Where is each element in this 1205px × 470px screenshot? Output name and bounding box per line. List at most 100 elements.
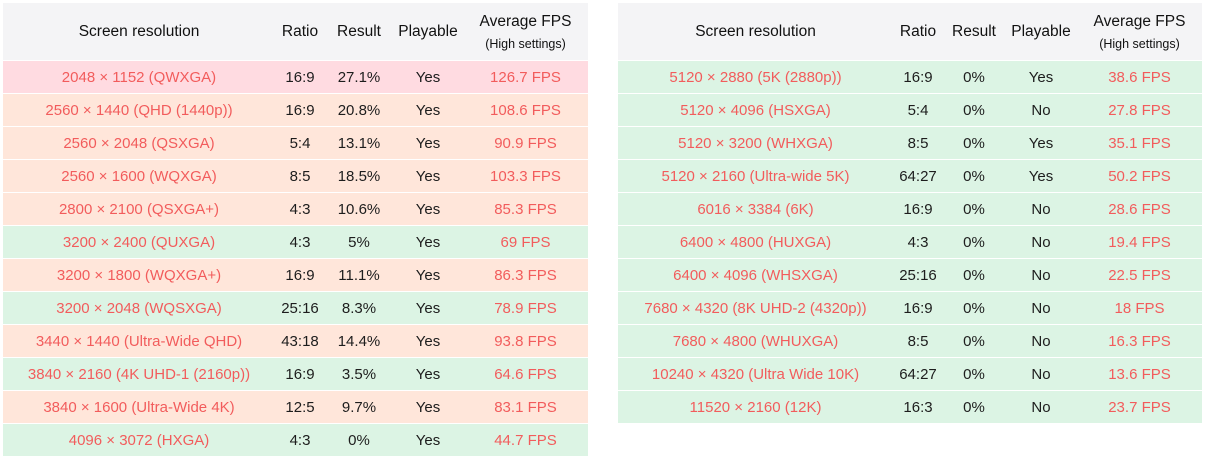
cell-average-fps: 78.9 FPS: [463, 291, 588, 325]
cell-result: 20.8%: [325, 93, 393, 127]
cell-resolution: 7680 × 4320 (8K UHD-2 (4320p)): [618, 291, 893, 325]
cell-ratio: 4:3: [275, 225, 325, 259]
cell-ratio: 64:27: [893, 357, 943, 391]
cell-ratio: 16:9: [275, 93, 325, 127]
cell-ratio: 16:9: [893, 60, 943, 94]
table-row: 2560 × 1440 (QHD (1440p)) 16:9 20.8% Yes 108…: [3, 93, 588, 127]
cell-playable: No: [1005, 324, 1077, 358]
cell-playable: Yes: [393, 357, 463, 391]
cell-average-fps: 13.6 FPS: [1077, 357, 1202, 391]
cell-ratio: 8:5: [893, 324, 943, 358]
table-row: 4096 × 3072 (HXGA) 4:3 0% Yes 44.7 FPS: [3, 423, 588, 456]
cell-playable: No: [1005, 390, 1077, 423]
table-row: 6400 × 4800 (HUXGA) 4:3 0% No 19.4 FPS: [618, 225, 1202, 259]
cell-resolution: 3840 × 1600 (Ultra-Wide 4K): [3, 390, 275, 424]
cell-resolution: 2048 × 1152 (QWXGA): [3, 60, 275, 94]
cell-average-fps: 93.8 FPS: [463, 324, 588, 358]
cell-result: 0%: [943, 126, 1005, 160]
cell-ratio: 16:9: [275, 258, 325, 292]
cell-resolution: 10240 × 4320 (Ultra Wide 10K): [618, 357, 893, 391]
resolution-table-left: Screen resolution Ratio Result Playable …: [3, 3, 588, 456]
cell-average-fps: 103.3 FPS: [463, 159, 588, 193]
cell-playable: Yes: [393, 192, 463, 226]
table-row: 3840 × 2160 (4K UHD-1 (2160p)) 16:9 3.5% Ye…: [3, 357, 588, 391]
cell-resolution: 3840 × 2160 (4K UHD-1 (2160p)): [3, 357, 275, 391]
cell-result: 5%: [325, 225, 393, 259]
cell-ratio: 43:18: [275, 324, 325, 358]
cell-playable: No: [1005, 258, 1077, 292]
cell-average-fps: 64.6 FPS: [463, 357, 588, 391]
table-row: 3200 × 2048 (WQSXGA) 25:16 8.3% Yes 78.9 FPS: [3, 291, 588, 325]
header-playable: Playable: [1011, 22, 1071, 40]
cell-ratio: 16:9: [893, 291, 943, 325]
cell-ratio: 16:3: [893, 390, 943, 423]
cell-result: 0%: [943, 225, 1005, 259]
cell-average-fps: 108.6 FPS: [463, 93, 588, 127]
header-result: Result: [337, 22, 381, 40]
table-row: 6400 × 4096 (WHSXGA) 25:16 0% No 22.5 FPS: [618, 258, 1202, 292]
cell-resolution: 6400 × 4800 (HUXGA): [618, 225, 893, 259]
table-row: 2560 × 1600 (WQXGA) 8:5 18.5% Yes 103.3 FPS: [3, 159, 588, 193]
cell-result: 0%: [943, 159, 1005, 193]
cell-average-fps: 27.8 FPS: [1077, 93, 1202, 127]
cell-result: 13.1%: [325, 126, 393, 160]
cell-result: 0%: [943, 324, 1005, 358]
cell-average-fps: 18 FPS: [1077, 291, 1202, 325]
cell-playable: Yes: [1005, 60, 1077, 94]
table-row: 5120 × 2160 (Ultra-wide 5K) 64:27 0% Yes 50.…: [618, 159, 1202, 193]
cell-ratio: 25:16: [275, 291, 325, 325]
cell-average-fps: 69 FPS: [463, 225, 588, 259]
cell-ratio: 4:3: [275, 192, 325, 226]
cell-resolution: 5120 × 4096 (HSXGA): [618, 93, 893, 127]
cell-resolution: 3200 × 1800 (WQXGA+): [3, 258, 275, 292]
cell-average-fps: 19.4 FPS: [1077, 225, 1202, 259]
table-body: 2048 × 1152 (QWXGA) 16:9 27.1% Yes 126.7 FPS…: [3, 60, 588, 456]
cell-average-fps: 44.7 FPS: [463, 423, 588, 456]
table-row: 2048 × 1152 (QWXGA) 16:9 27.1% Yes 126.7 FPS: [3, 60, 588, 94]
header-average-fps: Average FPS (High settings): [1077, 3, 1202, 61]
header-fps-label: Average FPS: [479, 12, 572, 30]
cell-ratio: 5:4: [893, 93, 943, 127]
cell-playable: Yes: [393, 225, 463, 259]
cell-ratio: 16:9: [275, 357, 325, 391]
cell-average-fps: 23.7 FPS: [1077, 390, 1202, 423]
cell-ratio: 4:3: [275, 423, 325, 456]
cell-result: 0%: [943, 93, 1005, 127]
table-row: 2560 × 2048 (QSXGA) 5:4 13.1% Yes 90.9 FPS: [3, 126, 588, 160]
cell-playable: No: [1005, 291, 1077, 325]
cell-resolution: 2560 × 1600 (WQXGA): [3, 159, 275, 193]
table-row: 3200 × 2400 (QUXGA) 4:3 5% Yes 69 FPS: [3, 225, 588, 259]
cell-playable: No: [1005, 357, 1077, 391]
cell-resolution: 7680 × 4800 (WHUXGA): [618, 324, 893, 358]
cell-playable: Yes: [393, 390, 463, 424]
cell-result: 0%: [943, 192, 1005, 226]
cell-result: 8.3%: [325, 291, 393, 325]
header-resolution: Screen resolution: [78, 22, 200, 40]
cell-result: 0%: [943, 291, 1005, 325]
cell-resolution: 2800 × 2100 (QSXGA+): [3, 192, 275, 226]
table-header-row: Screen resolution Ratio Result Playable …: [618, 3, 1202, 61]
table-row: 3200 × 1800 (WQXGA+) 16:9 11.1% Yes 86.3 FPS: [3, 258, 588, 292]
cell-resolution: 3200 × 2048 (WQSXGA): [3, 291, 275, 325]
cell-average-fps: 16.3 FPS: [1077, 324, 1202, 358]
cell-ratio: 5:4: [275, 126, 325, 160]
table-row: 5120 × 4096 (HSXGA) 5:4 0% No 27.8 FPS: [618, 93, 1202, 127]
header-ratio: Ratio: [281, 22, 319, 40]
cell-ratio: 8:5: [893, 126, 943, 160]
cell-average-fps: 83.1 FPS: [463, 390, 588, 424]
cell-average-fps: 22.5 FPS: [1077, 258, 1202, 292]
table-row: 2800 × 2100 (QSXGA+) 4:3 10.6% Yes 85.3 FPS: [3, 192, 588, 226]
table-row: 5120 × 3200 (WHXGA) 8:5 0% Yes 35.1 FPS: [618, 126, 1202, 160]
cell-result: 27.1%: [325, 60, 393, 94]
cell-average-fps: 90.9 FPS: [463, 126, 588, 160]
header-fps-subtitle: (High settings): [1099, 36, 1180, 51]
table-body: 5120 × 2880 (5K (2880p)) 16:9 0% Yes 38.6 FP…: [618, 60, 1202, 423]
cell-playable: No: [1005, 225, 1077, 259]
table-row: 6016 × 3384 (6K) 16:9 0% No 28.6 FPS: [618, 192, 1202, 226]
cell-average-fps: 38.6 FPS: [1077, 60, 1202, 94]
cell-resolution: 3200 × 2400 (QUXGA): [3, 225, 275, 259]
table-row: 7680 × 4320 (8K UHD-2 (4320p)) 16:9 0% No 18…: [618, 291, 1202, 325]
cell-playable: Yes: [1005, 159, 1077, 193]
cell-ratio: 16:9: [893, 192, 943, 226]
table-header-row: Screen resolution Ratio Result Playable …: [3, 3, 588, 61]
